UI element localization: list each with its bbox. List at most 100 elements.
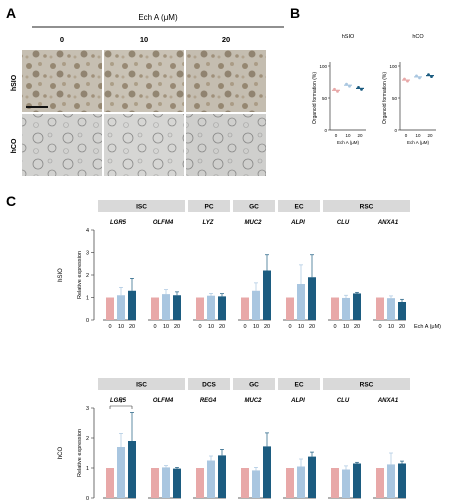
- gene-label: ALPI: [290, 398, 305, 404]
- plot-b-point: [345, 82, 348, 86]
- conc-label-20: 20: [222, 35, 230, 44]
- chart-c-ylabel: Relative expression: [77, 251, 83, 299]
- dose-tick-label: 20: [264, 324, 270, 330]
- bar: [331, 468, 339, 498]
- gene-label: CLU: [337, 220, 350, 226]
- dose-tick-label: 20: [129, 324, 135, 330]
- gene-label: REG4: [200, 398, 217, 404]
- dose-tick-label: 10: [388, 324, 394, 330]
- bar: [218, 296, 226, 320]
- bar: [162, 467, 170, 498]
- gene-label: ANXA1: [377, 220, 399, 226]
- chart-c-ytick-label: 2: [86, 273, 89, 279]
- bar: [241, 297, 249, 320]
- plot-b-ylabel: Organoid formation (%): [312, 72, 318, 124]
- dose-tick-label: 10: [253, 324, 259, 330]
- gene-label: CLU: [337, 398, 350, 404]
- plot-b-xtick-label: 0: [405, 133, 408, 138]
- chart-c-ytick-label: 1: [86, 466, 89, 472]
- celltype-label: DCS: [202, 382, 216, 389]
- chart-c-ytick-label: 3: [86, 251, 89, 257]
- bar: [252, 290, 260, 320]
- micrograph-grid: [22, 50, 266, 176]
- bar: [207, 295, 215, 320]
- plot-b-xlabel: Ech A (μM): [407, 140, 430, 145]
- chart-c-title: hCO: [58, 447, 64, 460]
- dose-tick-label: 0: [378, 324, 381, 330]
- celltype-header: [233, 200, 275, 212]
- plot-b-point: [403, 77, 406, 81]
- bar: [173, 295, 181, 320]
- plot-b-ytick-label: 50: [392, 96, 398, 101]
- bar: [207, 460, 215, 498]
- bar: [308, 456, 316, 498]
- plot-b-ytick-label: 0: [394, 128, 397, 133]
- panel-b-letter: B: [290, 5, 300, 21]
- bar: [151, 468, 159, 498]
- dose-tick-label: 20: [309, 324, 315, 330]
- bar: [297, 284, 305, 320]
- celltype-label: ISC: [136, 382, 147, 389]
- dose-tick-label: 10: [343, 324, 349, 330]
- plot-b-ytick-label: 100: [319, 64, 327, 69]
- plot-b-xlabel: Ech A (μM): [337, 140, 360, 145]
- dose-tick-label: 0: [288, 324, 291, 330]
- plot-b-point: [357, 86, 360, 89]
- celltype-header: [323, 378, 410, 390]
- plot-b-ylabel: Organoid formation (%): [382, 72, 388, 124]
- micrograph-hco-0-texture: [22, 114, 102, 176]
- plot-b-xtick-label: 20: [427, 133, 433, 138]
- row-label-hsio: hSIO: [11, 74, 18, 91]
- gene-label: ALPI: [290, 220, 305, 226]
- chart-c-ytick-label: 0: [86, 496, 89, 500]
- gene-label: OLFM4: [153, 220, 174, 226]
- plot-b-point: [415, 74, 418, 78]
- dose-tick-label: 20: [174, 324, 180, 330]
- plot-b-point: [333, 87, 336, 91]
- chart-c-title: hSIO: [58, 268, 64, 282]
- gene-label: MUC2: [244, 398, 262, 404]
- plot-b-point: [406, 79, 409, 83]
- conc-label-10: 10: [140, 35, 148, 44]
- celltype-label: RSC: [360, 382, 374, 389]
- celltype-header: [98, 378, 185, 390]
- dose-tick-label: 0: [198, 324, 201, 330]
- celltype-header: [98, 200, 185, 212]
- bar: [398, 302, 406, 320]
- bar: [106, 468, 114, 498]
- celltype-header: [188, 200, 230, 212]
- bar: [173, 468, 181, 498]
- dose-tick-label: 10: [118, 324, 124, 330]
- bar: [263, 446, 271, 498]
- bar: [387, 298, 395, 320]
- celltype-label: ISC: [136, 204, 147, 211]
- chart-c-ytick-label: 4: [86, 228, 89, 234]
- bar: [376, 468, 384, 498]
- bar: [128, 290, 136, 320]
- bar: [353, 463, 361, 498]
- micrograph-hsio-10-texture: [104, 50, 184, 112]
- bar: [117, 295, 125, 320]
- celltype-header: [233, 378, 275, 390]
- chart-c-ytick-label: 1: [86, 296, 89, 302]
- bar: [196, 297, 204, 320]
- gene-label: LYZ: [203, 220, 214, 226]
- dose-tick-label: 10: [163, 324, 169, 330]
- row-label-hco: hCO: [11, 138, 18, 153]
- plot-b-point: [427, 73, 430, 76]
- dose-tick-label: 0: [108, 324, 111, 330]
- dose-tick-label: 0: [153, 324, 156, 330]
- micrograph-hco-20-texture: [186, 114, 266, 176]
- plot-b-xtick-label: 0: [335, 133, 338, 138]
- dose-tick-label: 10: [208, 324, 214, 330]
- bar: [342, 469, 350, 498]
- gene-label: MUC2: [244, 220, 262, 226]
- bar: [162, 294, 170, 320]
- bar: [398, 463, 406, 498]
- celltype-header: [278, 200, 320, 212]
- bar: [376, 297, 384, 320]
- bar: [297, 466, 305, 498]
- bar: [106, 297, 114, 320]
- bar: [241, 468, 249, 498]
